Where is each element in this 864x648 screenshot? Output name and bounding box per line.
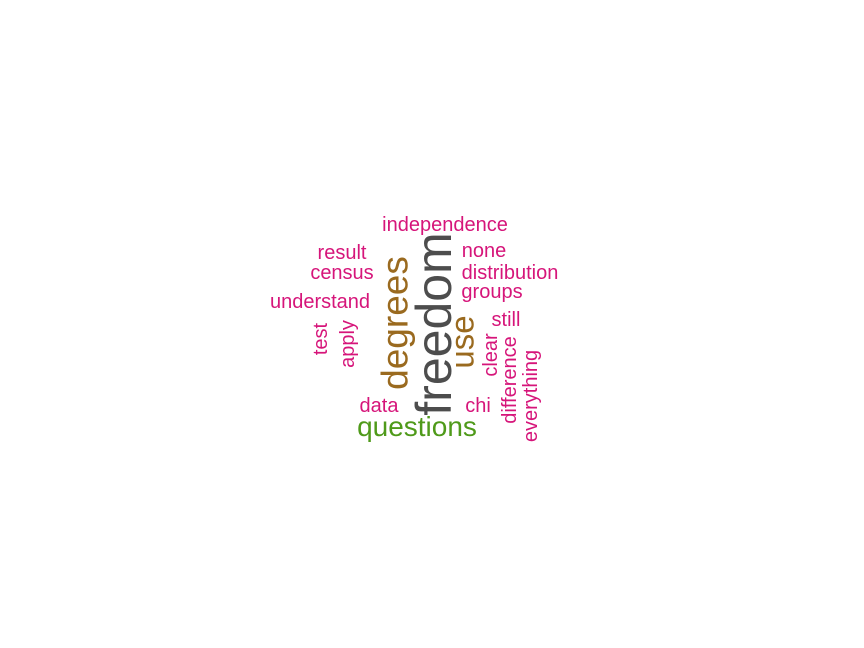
word-none: none (461, 240, 507, 262)
word-use: use (443, 315, 481, 369)
word-degrees: degrees (374, 256, 416, 390)
word-census: census (310, 262, 374, 284)
word-difference: difference (499, 336, 521, 424)
word-chi: chi (465, 395, 491, 417)
word-understand: understand (269, 291, 371, 313)
word-questions: questions (357, 411, 477, 442)
word-test: test (310, 322, 332, 356)
word-still: still (491, 309, 521, 331)
word-clear: clear (480, 333, 502, 377)
word-data: data (359, 395, 399, 417)
word-distribution: distribution (461, 262, 559, 284)
word-result: result (317, 242, 367, 264)
word-everything: everything (520, 349, 542, 443)
word-independence: independence (382, 214, 508, 236)
word-apply: apply (337, 320, 359, 368)
word-groups: groups (461, 281, 523, 303)
